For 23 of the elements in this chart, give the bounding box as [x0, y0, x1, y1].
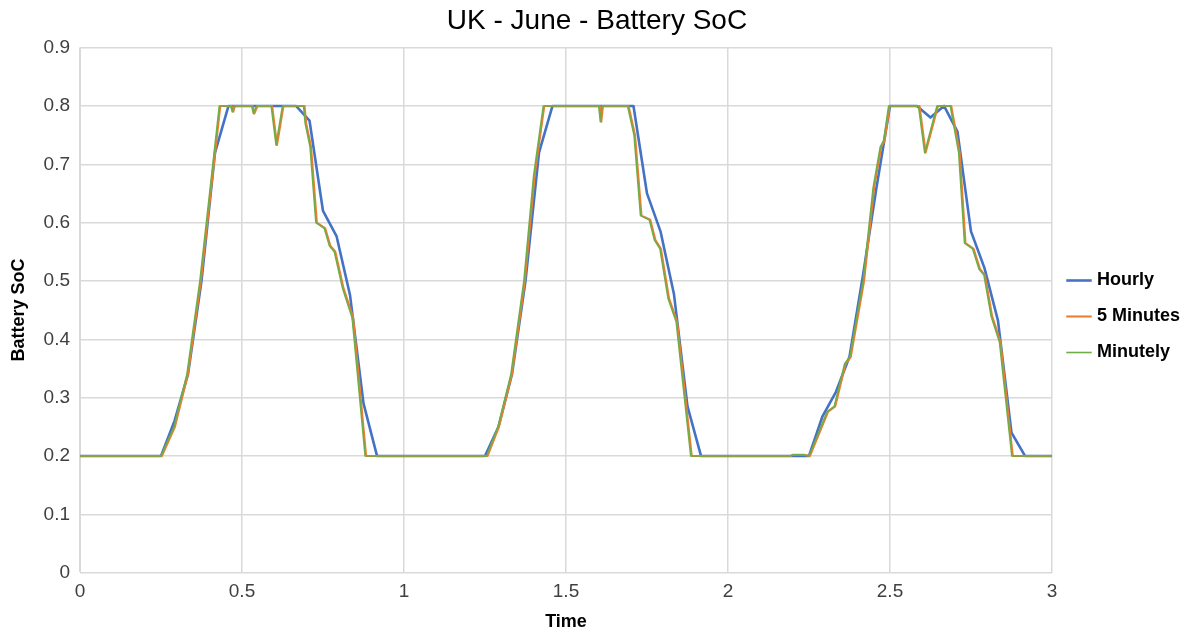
- x-tick-label: 0.5: [228, 580, 256, 602]
- x-tick-label: 3: [1046, 580, 1058, 602]
- y-tick-label: 0.3: [43, 385, 71, 407]
- chart-title: UK - June - Battery SoC: [446, 3, 748, 35]
- x-tick-label: 2.5: [876, 580, 904, 602]
- y-tick-label: 0.4: [43, 327, 71, 349]
- y-tick-label: 0.8: [43, 94, 71, 116]
- y-tick-label: 0.1: [43, 502, 71, 524]
- y-tick-label: 0.2: [43, 444, 71, 466]
- x-tick-label: 2: [722, 580, 734, 602]
- legend-label: Minutely: [1096, 341, 1170, 362]
- x-axis-title: Time: [545, 611, 587, 632]
- y-tick-label: 0.9: [43, 35, 71, 57]
- x-tick-label: 0: [74, 580, 86, 602]
- y-tick-label: 0: [59, 560, 71, 582]
- y-axis-title: Battery SoC: [7, 258, 28, 362]
- y-tick-label: 0.5: [43, 269, 71, 291]
- x-tick-label: 1: [398, 580, 410, 602]
- legend-label: Hourly: [1096, 269, 1154, 290]
- legend-label: 5 Minutes: [1096, 305, 1180, 326]
- y-tick-label: 0.6: [43, 210, 71, 232]
- x-tick-label: 1.5: [552, 580, 580, 602]
- y-tick-label: 0.7: [43, 152, 71, 174]
